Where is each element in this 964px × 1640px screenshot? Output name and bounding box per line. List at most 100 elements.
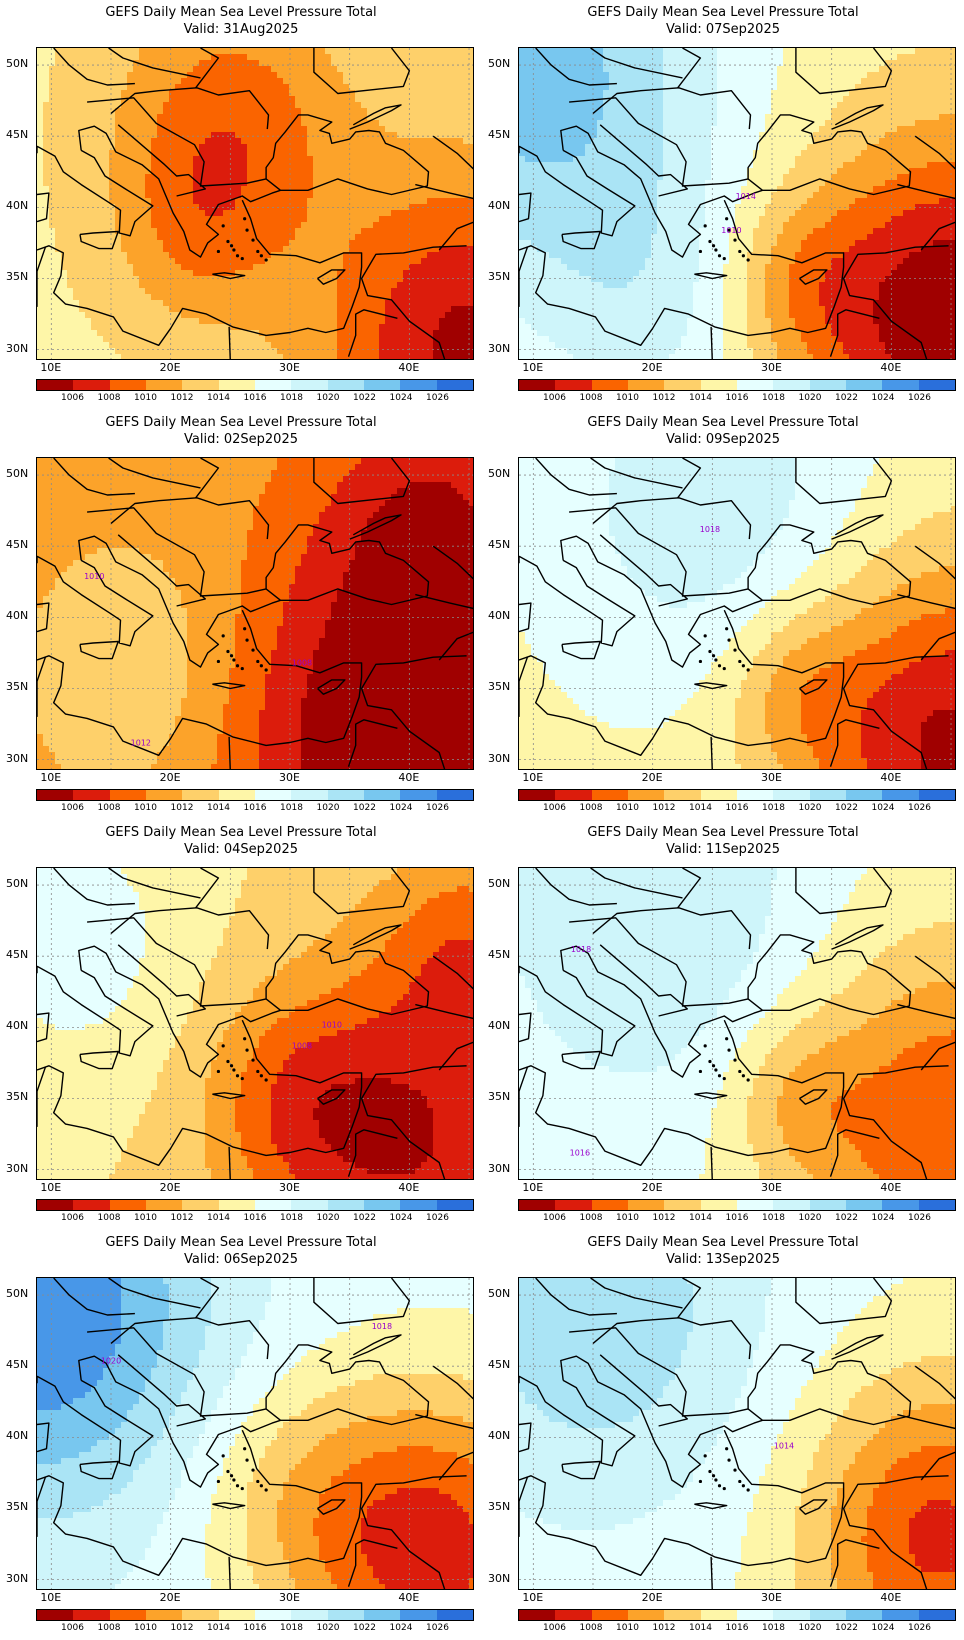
lon-label: 30E <box>279 771 300 784</box>
colorbar-swatch <box>145 1610 183 1620</box>
colorbar-swatch <box>882 790 919 800</box>
lat-label: 35N <box>6 680 28 693</box>
colorbar-swatch <box>145 1200 183 1210</box>
colorbar-label: 1006 <box>543 1213 566 1223</box>
lon-label: 10E <box>522 1181 543 1194</box>
colorbar-label: 1010 <box>134 393 157 403</box>
colorbar-swatch <box>627 380 665 390</box>
gridlines <box>37 458 473 769</box>
colorbar-label: 1016 <box>726 1213 749 1223</box>
lon-label: 30E <box>279 361 300 374</box>
colorbar-label: 1014 <box>689 393 712 403</box>
colorbar-swatch <box>37 1610 74 1620</box>
colorbar-label: 1022 <box>353 1623 376 1633</box>
lon-label: 30E <box>761 361 782 374</box>
lon-label: 40E <box>880 361 901 374</box>
colorbar-swatch <box>845 1610 883 1620</box>
colorbar-label: 1026 <box>908 1213 931 1223</box>
colorbar-swatch <box>218 1200 255 1210</box>
colorbar <box>518 1609 956 1621</box>
colorbar-label: 1014 <box>207 1213 230 1223</box>
colorbar-label: 1020 <box>799 1623 822 1633</box>
colorbar-swatch <box>291 380 328 390</box>
colorbar-label: 1020 <box>317 1213 340 1223</box>
colorbar-label: 1018 <box>280 803 303 813</box>
colorbar-swatch <box>254 1610 292 1620</box>
colorbar-swatch <box>109 790 146 800</box>
pressure-fill <box>37 1278 473 1589</box>
colorbar-swatch <box>436 380 473 390</box>
valid-date: Valid: 11Sep2025 <box>482 841 964 858</box>
colorbar-label: 1022 <box>353 803 376 813</box>
colorbar-label: 1026 <box>908 393 931 403</box>
lat-label: 40N <box>488 1019 510 1032</box>
colorbar-label: 1018 <box>762 1213 785 1223</box>
colorbar-label: 1006 <box>543 1623 566 1633</box>
colorbar-label: 1008 <box>98 803 121 813</box>
colorbar-swatch <box>664 790 701 800</box>
colorbar-swatch <box>254 380 292 390</box>
colorbar-label: 1012 <box>653 393 676 403</box>
lon-label: 10E <box>522 361 543 374</box>
colorbar-swatch <box>37 790 74 800</box>
colorbar-label: 1008 <box>580 1213 603 1223</box>
colorbar-label: 1010 <box>134 1623 157 1633</box>
colorbar-swatch <box>773 1200 810 1210</box>
colorbar-swatch <box>664 1200 701 1210</box>
colorbar-label: 1018 <box>280 1623 303 1633</box>
lat-label: 35N <box>6 270 28 283</box>
lat-label: 50N <box>488 1287 510 1300</box>
colorbar-label: 1020 <box>317 803 340 813</box>
lat-label: 50N <box>6 57 28 70</box>
pressure-map: 1018 1016 <box>518 867 956 1180</box>
map-panel: GEFS Daily Mean Sea Level Pressure Total… <box>482 1230 964 1640</box>
colorbar-swatch <box>109 1610 146 1620</box>
colorbar-swatch <box>700 1610 737 1620</box>
colorbar-label: 1008 <box>98 1623 121 1633</box>
map-title: GEFS Daily Mean Sea Level Pressure Total <box>0 824 482 841</box>
lon-label: 20E <box>642 361 663 374</box>
colorbar-swatch <box>73 1200 110 1210</box>
colorbar <box>36 789 474 801</box>
valid-date: Valid: 07Sep2025 <box>482 21 964 38</box>
colorbar-swatch <box>736 1200 774 1210</box>
valid-date: Valid: 04Sep2025 <box>0 841 482 858</box>
colorbar-label: 1016 <box>726 803 749 813</box>
colorbar-label: 1018 <box>762 1623 785 1633</box>
colorbar-label: 1006 <box>543 803 566 813</box>
colorbar-swatch <box>73 1610 110 1620</box>
gridlines <box>519 458 955 769</box>
colorbar-label: 1010 <box>616 1213 639 1223</box>
lat-label: 45N <box>6 538 28 551</box>
colorbar-swatch <box>400 380 437 390</box>
coastlines <box>519 48 955 359</box>
lon-label: 20E <box>642 1181 663 1194</box>
contour-label: 1018 <box>372 1322 392 1331</box>
contour-label: 1010 <box>322 1020 342 1029</box>
colorbar-label: 1008 <box>580 393 603 403</box>
pressure-field: 1018 1020 <box>37 1278 473 1589</box>
colorbar-swatch <box>145 380 183 390</box>
colorbar <box>36 1199 474 1211</box>
lat-label: 30N <box>6 752 28 765</box>
contour-label: 1016 <box>570 1148 590 1157</box>
coastlines <box>519 1278 955 1589</box>
colorbar-swatch <box>400 1610 437 1620</box>
colorbar-swatch <box>809 1610 846 1620</box>
colorbar-swatch <box>918 1610 955 1620</box>
colorbar-swatch <box>627 790 665 800</box>
lat-label: 45N <box>6 948 28 961</box>
colorbar-swatch <box>400 1200 437 1210</box>
lon-label: 20E <box>642 1591 663 1604</box>
pressure-field: 1014 1010 <box>519 48 955 359</box>
colorbar-swatch <box>555 380 592 390</box>
valid-date: Valid: 13Sep2025 <box>482 1251 964 1268</box>
lat-label: 45N <box>488 948 510 961</box>
lat-label: 50N <box>488 57 510 70</box>
valid-date: Valid: 06Sep2025 <box>0 1251 482 1268</box>
colorbar-swatch <box>254 1200 292 1210</box>
colorbar-label: 1024 <box>390 1213 413 1223</box>
colorbar-label: 1008 <box>98 393 121 403</box>
colorbar-label: 1026 <box>426 1623 449 1633</box>
map-panel: GEFS Daily Mean Sea Level Pressure Total… <box>482 820 964 1230</box>
